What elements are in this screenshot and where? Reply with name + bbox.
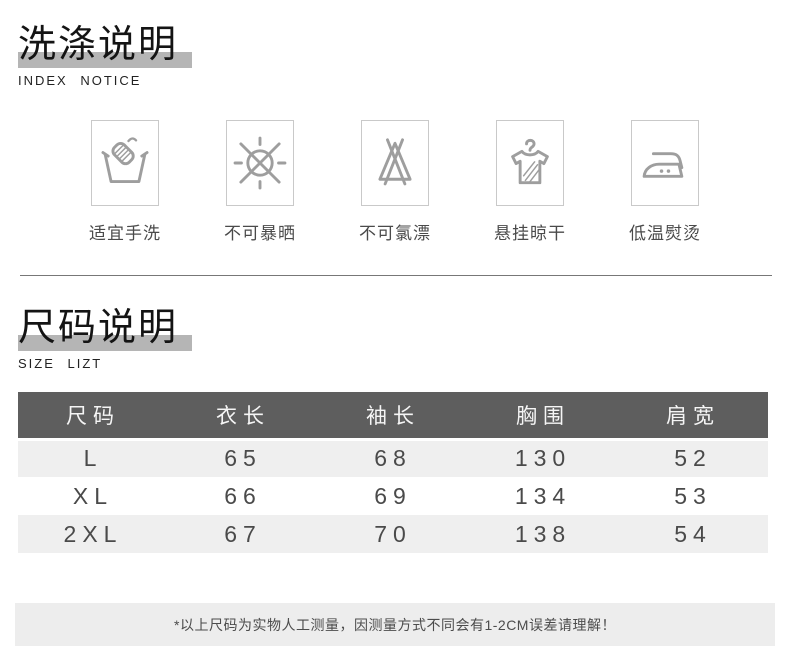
cell-sleeve: 68 <box>318 439 468 477</box>
table-row: L 65 68 130 52 <box>18 439 768 477</box>
wash-item: 不可暴晒 <box>224 120 296 244</box>
col-header-bust: 胸围 <box>468 392 618 441</box>
wash-item: 低温熨烫 <box>629 120 701 244</box>
cell-sleeve: 70 <box>318 515 468 553</box>
wash-icons-row: 适宜手洗 不可暴晒 <box>0 120 790 244</box>
size-section-header: 尺码说明 SIZE LIZT <box>18 307 790 371</box>
size-section-subtitle: SIZE LIZT <box>18 356 103 371</box>
cell-shoulder: 53 <box>674 482 712 509</box>
cell-bust: 138 <box>468 515 618 553</box>
cell-length: 66 <box>224 482 262 509</box>
col-header-shoulder: 肩宽 <box>618 392 768 441</box>
cell-size: 2XL <box>18 515 168 553</box>
col-header-sleeve: 袖长 <box>318 392 468 441</box>
cell-length: 65 <box>168 439 318 477</box>
low-temp-iron-icon <box>631 120 699 206</box>
wash-item-label: 适宜手洗 <box>89 224 161 243</box>
wash-item: 悬挂晾干 <box>494 120 566 244</box>
cell-size: L <box>18 439 168 477</box>
section-divider <box>20 275 772 276</box>
cell-length: 67 <box>168 515 318 553</box>
cell-shoulder: 52 <box>618 439 768 477</box>
size-table: 尺码 衣长 袖长 胸围 肩宽 L 65 68 130 52 XL 66 69 1… <box>18 392 768 553</box>
cell-size: XL <box>72 482 114 509</box>
col-header-size: 尺码 <box>18 392 168 441</box>
cell-sleeve: 69 <box>374 482 412 509</box>
cell-bust: 130 <box>468 439 618 477</box>
no-sun-exposure-icon <box>226 120 294 206</box>
hand-wash-icon <box>91 120 159 206</box>
table-row: 2XL 67 70 138 54 <box>18 515 768 553</box>
wash-item-label: 低温熨烫 <box>629 224 701 243</box>
hang-dry-icon <box>496 120 564 206</box>
no-bleach-icon <box>361 120 429 206</box>
size-section-title: 尺码说明 <box>18 307 193 351</box>
wash-item-label: 不可暴晒 <box>224 224 296 243</box>
size-table-header-row: 尺码 衣长 袖长 胸围 肩宽 <box>18 392 768 441</box>
wash-item: 不可氯漂 <box>359 120 431 244</box>
wash-section-subtitle: INDEX NOTICE <box>18 73 142 88</box>
wash-item-label: 悬挂晾干 <box>494 224 566 243</box>
cell-bust: 134 <box>514 482 572 509</box>
wash-section-title: 洗涤说明 <box>18 24 193 68</box>
wash-section-header: 洗涤说明 INDEX NOTICE <box>18 0 790 88</box>
wash-item-label: 不可氯漂 <box>359 224 431 243</box>
measurement-note: *以上尺码为实物人工测量，因测量方式不同会有1-2CM误差请理解！ <box>15 603 775 646</box>
cell-shoulder: 54 <box>618 515 768 553</box>
col-header-length: 衣长 <box>168 392 318 441</box>
wash-item: 适宜手洗 <box>89 120 161 244</box>
table-row: XL 66 69 134 53 <box>18 477 768 515</box>
